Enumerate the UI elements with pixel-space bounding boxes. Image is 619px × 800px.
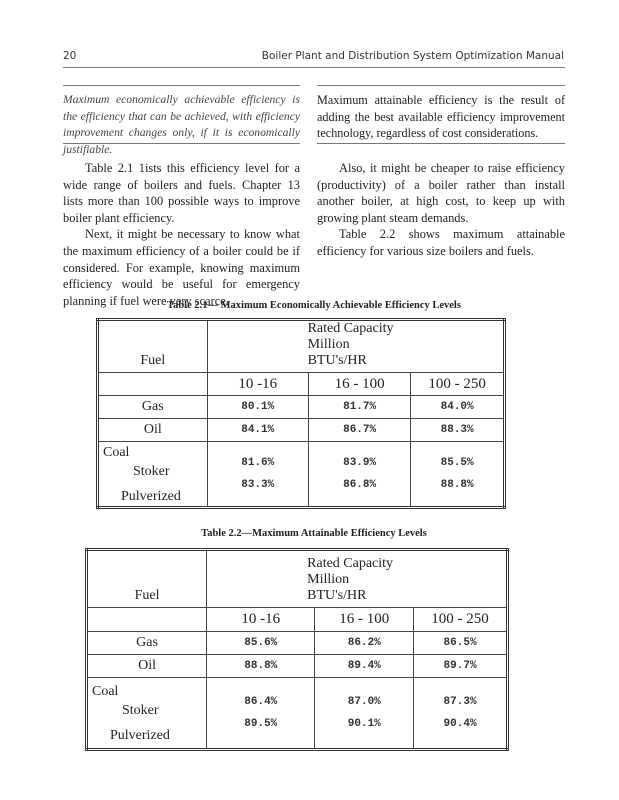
capacity-header-line: Million <box>307 337 350 352</box>
capacity-header-line: BTU's/HR <box>307 353 367 368</box>
pulverized-label: Pulverized <box>110 727 170 743</box>
range-header: 100 - 250 <box>410 372 505 396</box>
value-cell: 80.1% <box>206 395 309 419</box>
divider <box>317 85 565 86</box>
range-header: 100 - 250 <box>413 607 508 632</box>
paragraph: Next, it might be necessary to know what… <box>63 227 300 308</box>
capacity-header-line: Rated Capacity <box>307 321 394 336</box>
row-label-coal: Coal Stoker Pulverized <box>85 677 208 750</box>
value-cell: 88.8% <box>206 654 316 678</box>
empty-cell <box>97 372 208 396</box>
range-header: 10 -16 <box>206 607 316 632</box>
paragraph: Also, it might be cheaper to raise effic… <box>317 161 565 225</box>
capacity-header: Rated Capacity Million BTU's/HR <box>206 319 506 373</box>
row-label-coal: Coal Stoker Pulverized <box>97 441 208 508</box>
pulverized-value: 90.1% <box>347 718 381 730</box>
value-cell: 84.0% <box>410 395 505 419</box>
value-cell: 86.2% <box>314 631 415 655</box>
value-cell: 88.3% <box>410 418 505 442</box>
row-label-oil: Oil <box>85 654 208 678</box>
value-cell: 89.4% <box>314 654 415 678</box>
pulverized-value: 89.5% <box>244 718 278 730</box>
divider <box>63 85 300 86</box>
value-cell: 84.1% <box>206 418 309 442</box>
stoker-value: 83.9% <box>343 457 377 469</box>
definition-attainable: Maximum attainable efficiency is the res… <box>317 93 565 140</box>
pulverized-value: 88.8% <box>440 479 474 491</box>
stoker-value: 85.5% <box>440 457 474 469</box>
row-label-oil: Oil <box>97 418 208 442</box>
pulverized-value: 83.3% <box>241 479 275 491</box>
capacity-header-line: BTU's/HR <box>307 588 367 603</box>
coal-values-cell: 81.6% 83.3% <box>206 441 309 508</box>
table-caption: Table 2.2—Maximum Attainable Efficiency … <box>201 528 427 539</box>
coal-values-cell: 86.4% 89.5% <box>206 677 316 750</box>
capacity-header-line: Rated Capacity <box>307 556 394 571</box>
value-cell: 81.7% <box>307 395 412 419</box>
pulverized-value: 86.8% <box>343 479 377 491</box>
page-number: 20 <box>63 50 77 62</box>
capacity-header: Rated Capacity Million BTU's/HR <box>206 549 508 608</box>
coal-values-cell: 87.3% 90.4% <box>413 677 508 750</box>
value-cell: 89.7% <box>413 654 508 678</box>
range-header: 10 -16 <box>206 372 309 396</box>
paragraph: Table 2.1 1ists this efficiency level fo… <box>63 161 300 225</box>
value-cell: 85.6% <box>206 631 316 655</box>
stoker-label: Stoker <box>122 702 159 718</box>
running-title: Boiler Plant and Distribution System Opt… <box>261 50 564 62</box>
empty-cell <box>85 607 208 632</box>
definition-economic: Maximum economically achievable efficien… <box>63 93 300 156</box>
pulverized-value: 90.4% <box>443 718 477 730</box>
efficiency-table: Fuel Rated Capacity Million BTU's/HR 10 … <box>85 548 509 751</box>
stoker-value: 87.0% <box>347 696 381 708</box>
coal-values-cell: 87.0% 90.1% <box>314 677 415 750</box>
row-label-gas: Gas <box>85 631 208 655</box>
capacity-header-line: Million <box>307 572 350 587</box>
stoker-label: Stoker <box>133 463 170 479</box>
table-caption: Table 2.1— Maximum Economically Achievab… <box>167 300 461 311</box>
body-left-column: Table 2.1 1ists this efficiency level fo… <box>63 160 300 309</box>
header-rule <box>63 67 565 68</box>
stoker-value: 81.6% <box>241 457 275 469</box>
range-header: 16 - 100 <box>314 607 415 632</box>
stoker-value: 87.3% <box>443 696 477 708</box>
paragraph: Table 2.2 shows maximum attainable effic… <box>317 227 565 258</box>
stoker-value: 86.4% <box>244 696 278 708</box>
fuel-header: Fuel <box>97 319 208 373</box>
efficiency-table: Fuel Rated Capacity Million BTU's/HR 10 … <box>96 318 506 509</box>
coal-label: Coal <box>92 683 119 699</box>
pulverized-label: Pulverized <box>121 488 181 504</box>
row-label-gas: Gas <box>97 395 208 419</box>
body-right-column: Also, it might be cheaper to raise effic… <box>317 160 565 260</box>
range-header: 16 - 100 <box>307 372 412 396</box>
coal-values-cell: 85.5% 88.8% <box>410 441 505 508</box>
divider <box>63 143 300 144</box>
value-cell: 86.5% <box>413 631 508 655</box>
value-cell: 86.7% <box>307 418 412 442</box>
divider <box>317 143 565 144</box>
fuel-header: Fuel <box>85 549 208 608</box>
coal-label: Coal <box>103 444 130 460</box>
coal-values-cell: 83.9% 86.8% <box>307 441 412 508</box>
